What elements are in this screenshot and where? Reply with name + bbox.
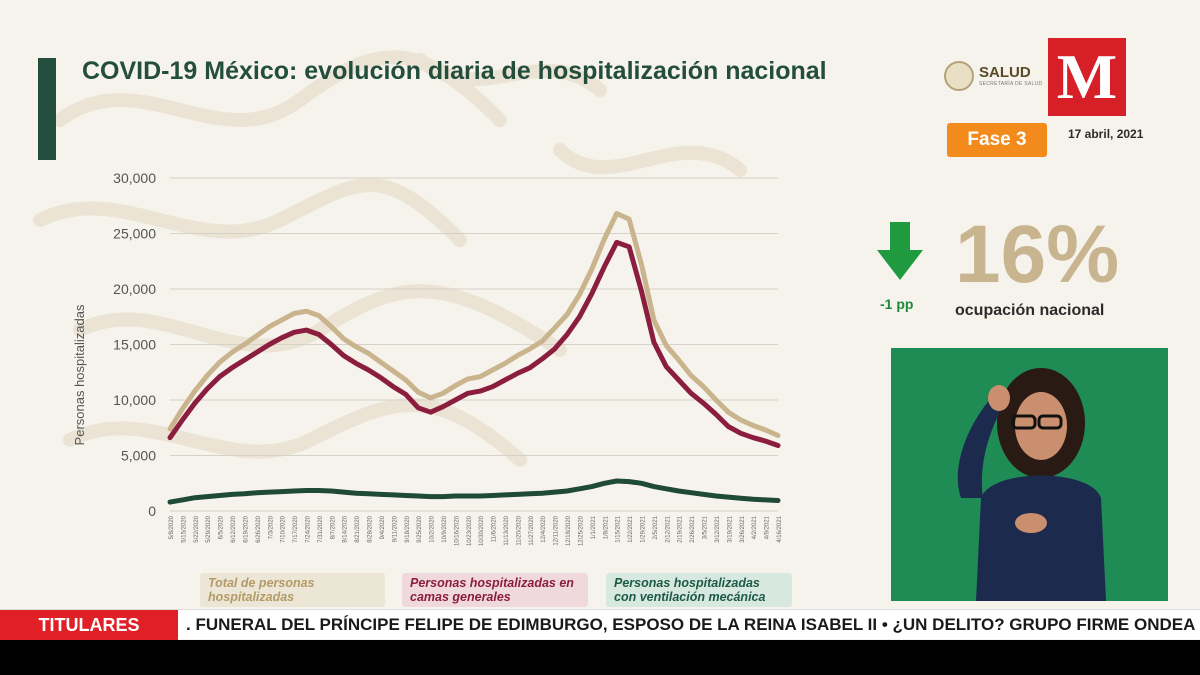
page-title: COVID-19 México: evolución diaria de hos… [82,57,827,85]
x-tick-label: 6/19/2020 [243,515,249,542]
x-tick-label: 9/4/2020 [380,515,386,539]
series-ventilacion-line [167,478,781,505]
x-tick-label: 2/5/2021 [653,515,659,539]
salud-logo-text: SALUD [979,64,1031,81]
x-tick-label: 10/2/2020 [430,515,436,542]
x-tick-label: 1/15/2021 [616,515,622,542]
legend-total: Total de personas hospitalizadas [200,573,385,607]
x-tick-label: 9/25/2020 [417,515,423,542]
x-tick-label: 1/8/2021 [603,515,609,539]
y-tick-label: 25,000 [113,226,156,242]
x-tick-label: 6/12/2020 [231,515,237,542]
x-tick-label: 5/29/2020 [206,515,212,542]
bottom-bar [0,640,1200,675]
x-tick-label: 11/6/2020 [492,515,498,542]
title-accent-bar [38,58,56,160]
interpreter-figure [957,368,1106,601]
x-tick-label: 6/5/2020 [219,515,225,539]
x-tick-label: 6/26/2020 [256,515,262,542]
hospitalization-chart: 0 5,000 10,000 15,000 20,000 25,000 30,000 5/8… [72,170,783,546]
x-tick-label: 8/21/2020 [355,515,361,542]
x-tick-label: 9/11/2020 [392,515,398,542]
x-tick-label: 10/30/2020 [479,515,485,546]
x-tick-label: 11/13/2020 [504,515,510,545]
x-tick-labels: 5/8/2020 5/15/2020 5/22/2020 5/29/2020 6/5/2… [169,515,783,546]
x-tick-label: 7/31/2020 [318,515,324,542]
x-tick-label: 5/22/2020 [194,515,200,542]
ticker-headline: . FUNERAL DEL PRÍNCIPE FELIPE DE EDIMBUR… [186,615,1196,634]
x-tick-label: 3/12/2021 [715,515,721,542]
salud-logo-subtext: SECRETARÍA DE SALUD [979,81,1043,87]
grid-lines [170,177,778,512]
x-tick-label: 8/28/2020 [368,515,374,542]
x-tick-label: 7/10/2020 [281,515,287,542]
series-lines [167,211,781,505]
x-tick-label: 3/19/2021 [727,515,733,542]
x-tick-label: 1/1/2021 [591,515,597,539]
x-tick-label: 12/25/2020 [578,515,584,546]
x-tick-label: 7/3/2020 [268,515,274,539]
x-tick-label: 8/14/2020 [343,515,349,542]
occupancy-percentage: 16% [955,209,1120,300]
x-tick-label: 12/11/2020 [554,515,560,545]
fase-badge: Fase 3 [947,123,1047,157]
x-tick-label: 7/17/2020 [293,515,299,542]
ticker-label: TITULARES [0,610,178,640]
y-tick-label: 30,000 [113,170,156,186]
x-tick-label: 2/26/2021 [690,515,696,542]
legend-ventilacion: Personas hospitalizadas con ventilación … [606,573,792,607]
occupancy-delta: -1 pp [880,296,914,312]
y-tick-label: 0 [148,503,156,519]
news-ticker: TITULARES . FUNERAL DEL PRÍNCIPE FELIPE … [0,609,1200,640]
y-tick-label: 20,000 [113,281,156,297]
y-tick-label: 15,000 [113,337,156,353]
x-tick-label: 11/27/2020 [529,515,535,545]
down-arrow-icon [877,222,923,280]
series-total-line [167,211,781,438]
y-tick-labels: 0 5,000 10,000 15,000 20,000 25,000 30,000 [113,170,156,519]
x-tick-label: 11/20/2020 [516,515,522,545]
y-tick-label: 10,000 [113,392,156,408]
y-axis-label: Personas hospitalizadas [72,304,87,445]
x-tick-label: 1/29/2021 [641,515,647,542]
x-tick-label: 10/9/2020 [442,515,448,542]
x-tick-label: 3/26/2021 [740,515,746,542]
x-tick-label: 12/4/2020 [541,515,547,542]
x-tick-label: 7/24/2020 [305,515,311,542]
salud-seal-icon [944,61,974,91]
y-tick-label: 5,000 [121,448,156,464]
x-tick-label: 10/16/2020 [454,515,460,546]
x-tick-label: 3/5/2021 [703,515,709,539]
legend-camas-generales: Personas hospitalizadas en camas general… [402,573,588,607]
milenio-logo: M [1048,38,1126,116]
x-tick-label: 12/18/2020 [566,515,572,546]
sign-language-interpreter-video [891,348,1168,601]
x-tick-label: 4/16/2021 [777,515,783,542]
x-tick-label: 4/2/2021 [752,515,758,539]
x-tick-label: 1/22/2021 [628,515,634,542]
x-tick-label: 10/23/2020 [467,515,473,546]
occupancy-label: ocupación nacional [955,302,1105,319]
x-tick-label: 4/9/2021 [765,515,771,539]
x-tick-label: 5/8/2020 [169,515,175,539]
x-tick-label: 5/15/2020 [181,515,187,542]
series-camas-generales-line [167,239,781,448]
report-date: 17 abril, 2021 [1068,127,1144,141]
x-tick-label: 2/12/2021 [665,515,671,542]
x-tick-label: 2/19/2021 [678,515,684,542]
x-tick-label: 8/7/2020 [330,515,336,539]
x-tick-label: 9/18/2020 [405,515,411,542]
